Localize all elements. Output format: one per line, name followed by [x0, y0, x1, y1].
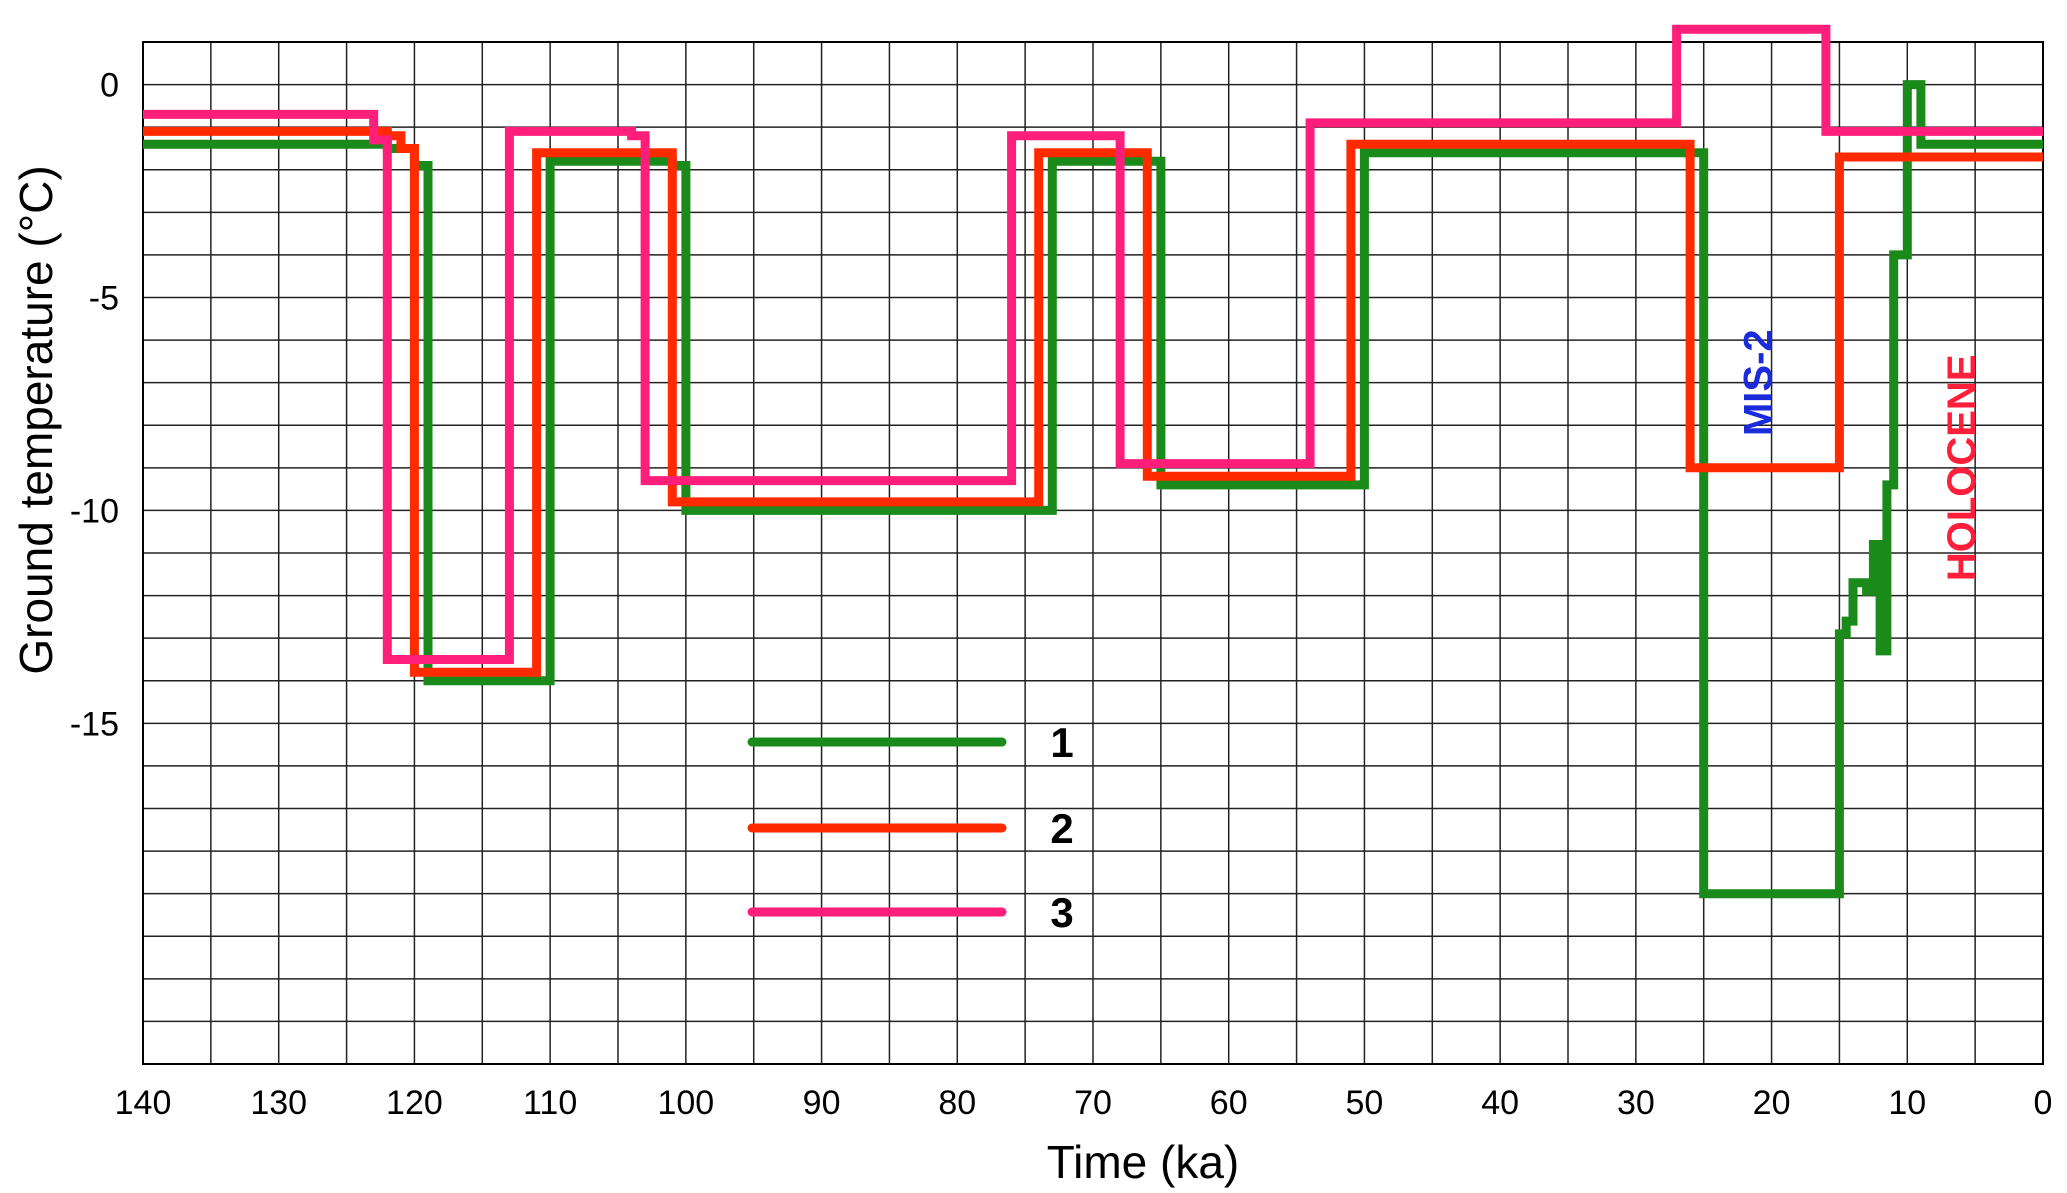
- series-line-3: [143, 24, 2043, 664]
- series-line-1: [143, 80, 2043, 899]
- legend: 1 2 3: [747, 719, 1074, 936]
- legend-label-2: 2: [1050, 805, 1073, 852]
- x-tick-label: 0: [2034, 1084, 2053, 1122]
- x-tick-labels: 140 130 120 110 100 90 80 70 60 50 40 30 20 10 0: [115, 1084, 2053, 1122]
- x-tick-label: 110: [523, 1084, 577, 1122]
- x-axis-title: Time (ka): [1047, 1136, 1240, 1188]
- x-tick-label: 120: [386, 1084, 443, 1122]
- legend-label-3: 3: [1050, 889, 1073, 936]
- plot-frame: [142, 41, 2044, 1065]
- x-tick-label: 130: [250, 1084, 307, 1122]
- annotations: MIS-2 HOLOCENE: [1737, 329, 1985, 581]
- x-tick-label: 80: [938, 1084, 976, 1122]
- annotation-label: HOLOCENE: [1940, 354, 1984, 581]
- series-line-2: [143, 126, 2043, 677]
- x-tick-label: 10: [1888, 1084, 1926, 1122]
- y-tick-label: -10: [70, 492, 119, 530]
- series-layer: [143, 24, 2043, 899]
- annotation-label: MIS-2: [1737, 329, 1781, 436]
- y-tick-label: -5: [89, 280, 119, 318]
- x-tick-label: 90: [803, 1084, 841, 1122]
- x-tick-label: 100: [657, 1084, 714, 1122]
- y-tick-label: -15: [70, 705, 119, 743]
- x-tick-label: 40: [1481, 1084, 1519, 1122]
- x-tick-label: 70: [1074, 1084, 1112, 1122]
- legend-label-1: 1: [1050, 719, 1073, 766]
- y-tick-label: 0: [100, 67, 119, 105]
- x-tick-label: 60: [1210, 1084, 1248, 1122]
- x-tick-label: 30: [1617, 1084, 1655, 1122]
- y-tick-labels: 0 -5 -10 -15: [70, 67, 119, 744]
- y-axis-title: Ground temperature (°C): [10, 165, 62, 674]
- grid: [142, 41, 2044, 1065]
- x-tick-label: 140: [115, 1084, 172, 1122]
- x-tick-label: 50: [1346, 1084, 1384, 1122]
- x-tick-label: 20: [1753, 1084, 1791, 1122]
